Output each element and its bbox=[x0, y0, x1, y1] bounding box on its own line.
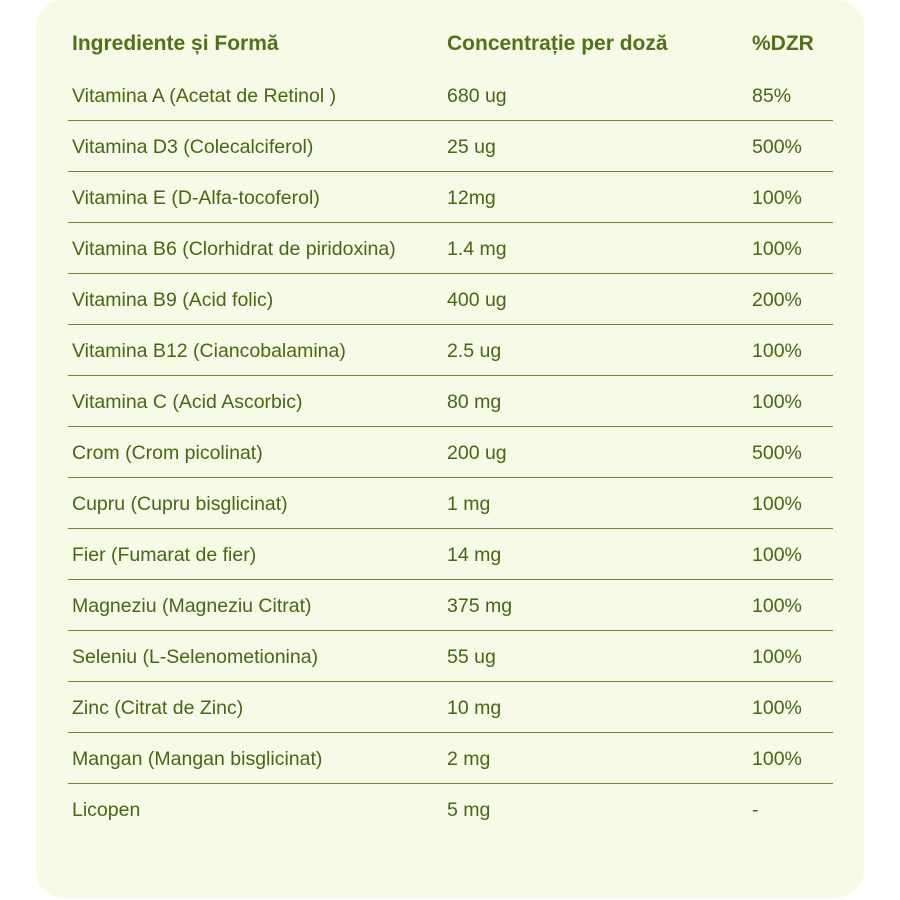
table-row: Vitamina B12 (Ciancobalamina) 2.5 ug 100… bbox=[68, 324, 833, 376]
ingredient-cell: Crom (Crom picolinat) bbox=[68, 426, 443, 478]
header-ingredient: Ingrediente și Formă bbox=[72, 32, 279, 55]
ingredient-cell: Vitamina C (Acid Ascorbic) bbox=[68, 375, 443, 427]
dzr-cell: 100% bbox=[748, 222, 833, 274]
dzr-cell: 100% bbox=[748, 732, 833, 784]
header-dzr: %DZR bbox=[752, 32, 814, 55]
dzr-cell: 100% bbox=[748, 681, 833, 733]
dzr-cell: 100% bbox=[748, 528, 833, 580]
table-row: Licopen 5 mg - bbox=[68, 784, 833, 835]
concentration-cell: 2.5 ug bbox=[443, 324, 748, 376]
concentration-cell: 680 ug bbox=[443, 70, 748, 121]
concentration-cell: 200 ug bbox=[443, 426, 748, 478]
ingredient-cell: Vitamina E (D-Alfa-tocoferol) bbox=[68, 171, 443, 223]
table-row: Crom (Crom picolinat) 200 ug 500% bbox=[68, 426, 833, 478]
table-header-row: Ingrediente și Formă Concentrație per do… bbox=[68, 18, 833, 70]
table-row: Vitamina A (Acetat de Retinol ) 680 ug 8… bbox=[68, 70, 833, 121]
table-row: Zinc (Citrat de Zinc) 10 mg 100% bbox=[68, 681, 833, 733]
concentration-cell: 14 mg bbox=[443, 528, 748, 580]
dzr-cell: 100% bbox=[748, 375, 833, 427]
table-row: Magneziu (Magneziu Citrat) 375 mg 100% bbox=[68, 579, 833, 631]
ingredient-cell: Cupru (Cupru bisglicinat) bbox=[68, 477, 443, 529]
dzr-cell: 100% bbox=[748, 579, 833, 631]
ingredient-cell: Seleniu (L-Selenometionina) bbox=[68, 630, 443, 682]
table-row: Vitamina B6 (Clorhidrat de piridoxina) 1… bbox=[68, 222, 833, 274]
ingredient-cell: Mangan (Mangan bisglicinat) bbox=[68, 732, 443, 784]
dzr-cell: 85% bbox=[748, 70, 833, 121]
concentration-cell: 2 mg bbox=[443, 732, 748, 784]
table-row: Cupru (Cupru bisglicinat) 1 mg 100% bbox=[68, 477, 833, 529]
ingredient-cell: Licopen bbox=[72, 799, 141, 821]
concentration-cell: 12mg bbox=[443, 171, 748, 223]
dzr-cell: 100% bbox=[748, 630, 833, 682]
dzr-cell: 200% bbox=[748, 273, 833, 325]
dzr-cell: 100% bbox=[748, 324, 833, 376]
table-row: Vitamina C (Acid Ascorbic) 80 mg 100% bbox=[68, 375, 833, 427]
dzr-cell: 500% bbox=[748, 426, 833, 478]
ingredients-card: Ingrediente și Formă Concentrație per do… bbox=[36, 0, 864, 898]
concentration-cell: 25 ug bbox=[443, 120, 748, 172]
concentration-cell: 55 ug bbox=[443, 630, 748, 682]
concentration-cell: 80 mg bbox=[443, 375, 748, 427]
dzr-cell: 100% bbox=[748, 477, 833, 529]
dzr-cell: 500% bbox=[748, 120, 833, 172]
ingredient-cell: Vitamina B9 (Acid folic) bbox=[68, 273, 443, 325]
table-row: Seleniu (L-Selenometionina) 55 ug 100% bbox=[68, 630, 833, 682]
ingredient-cell: Vitamina B12 (Ciancobalamina) bbox=[68, 324, 443, 376]
dzr-cell: - bbox=[752, 799, 759, 821]
table-row: Vitamina B9 (Acid folic) 400 ug 200% bbox=[68, 273, 833, 325]
ingredient-cell: Vitamina B6 (Clorhidrat de piridoxina) bbox=[68, 222, 443, 274]
concentration-cell: 1 mg bbox=[443, 477, 748, 529]
ingredients-table: Ingrediente și Formă Concentrație per do… bbox=[68, 18, 833, 834]
header-concentration: Concentrație per doză bbox=[447, 32, 668, 55]
table-row: Vitamina E (D-Alfa-tocoferol) 12mg 100% bbox=[68, 171, 833, 223]
table-row: Vitamina D3 (Colecalciferol) 25 ug 500% bbox=[68, 120, 833, 172]
ingredient-cell: Vitamina D3 (Colecalciferol) bbox=[68, 120, 443, 172]
ingredient-cell: Magneziu (Magneziu Citrat) bbox=[68, 579, 443, 631]
table-row: Mangan (Mangan bisglicinat) 2 mg 100% bbox=[68, 732, 833, 784]
dzr-cell: 100% bbox=[748, 171, 833, 223]
ingredient-cell: Vitamina A (Acetat de Retinol ) bbox=[68, 70, 443, 121]
table-row: Fier (Fumarat de fier) 14 mg 100% bbox=[68, 528, 833, 580]
concentration-cell: 375 mg bbox=[443, 579, 748, 631]
concentration-cell: 5 mg bbox=[447, 799, 491, 821]
concentration-cell: 10 mg bbox=[443, 681, 748, 733]
ingredient-cell: Zinc (Citrat de Zinc) bbox=[68, 681, 443, 733]
concentration-cell: 1.4 mg bbox=[443, 222, 748, 274]
ingredient-cell: Fier (Fumarat de fier) bbox=[68, 528, 443, 580]
concentration-cell: 400 ug bbox=[443, 273, 748, 325]
